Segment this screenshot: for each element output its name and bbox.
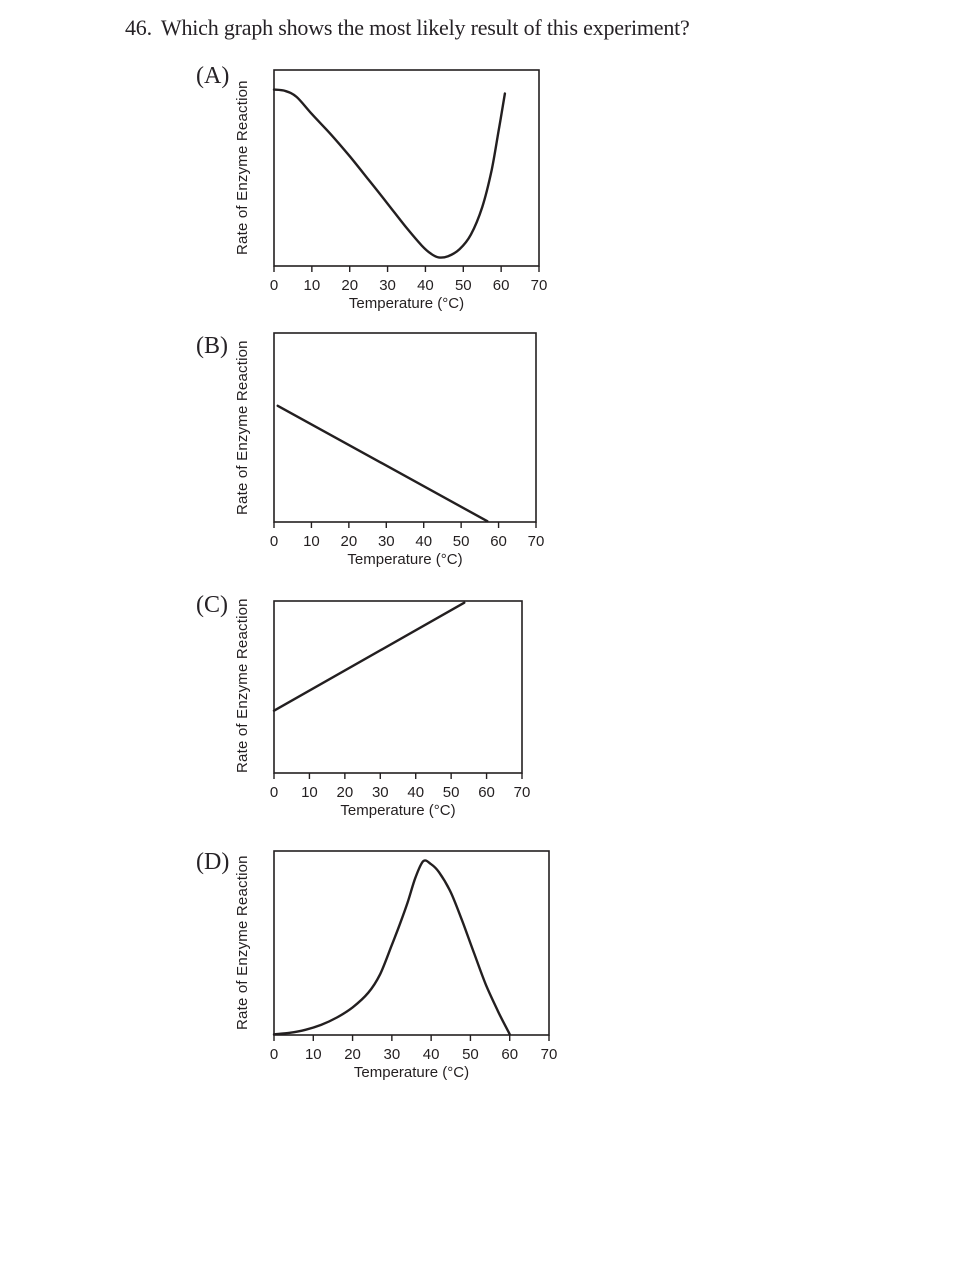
y-axis-label-b: Rate of Enzyme Reaction xyxy=(234,340,251,515)
plot-c: 0 10 20 30 40 50 60 70 Temperature (°C) xyxy=(270,600,530,819)
x-tick-label: 60 xyxy=(490,533,507,550)
x-tick-label: 40 xyxy=(407,784,424,801)
question-number: 46. xyxy=(125,15,152,40)
curve-decreasing-line xyxy=(276,404,489,523)
question-text: Which graph shows the most likely result… xyxy=(160,15,690,40)
x-tick-label: 50 xyxy=(455,277,472,294)
option-label-b: (B) xyxy=(196,333,228,359)
x-tick-label: 70 xyxy=(514,784,531,801)
x-tick-label: 20 xyxy=(344,1046,361,1063)
x-tick-label: 40 xyxy=(415,533,432,550)
x-tick-label: 10 xyxy=(304,277,321,294)
curve-bell-curve xyxy=(272,859,511,1036)
x-axis-label: Temperature (°C) xyxy=(347,551,462,568)
x-tick-label: 50 xyxy=(453,533,470,550)
x-tick-label: 40 xyxy=(423,1046,440,1063)
plot-b: 0 10 20 30 40 50 60 70 Temperature (°C) xyxy=(270,332,544,568)
y-axis-label-a: Rate of Enzyme Reaction xyxy=(234,80,251,256)
x-tick-label: 0 xyxy=(270,784,278,801)
x-tick-label: 20 xyxy=(337,784,354,801)
plot-frame xyxy=(273,332,537,523)
plot-d: 0 10 20 30 40 50 60 70 Temperature (°C) xyxy=(270,850,557,1081)
option-label-a: (A) xyxy=(196,63,230,89)
x-tick-label: 30 xyxy=(379,277,396,294)
x-tick-label: 0 xyxy=(270,277,278,294)
x-tick-label: 0 xyxy=(270,533,278,550)
x-axis-label: Temperature (°C) xyxy=(349,295,464,312)
x-tick-label: 70 xyxy=(541,1046,558,1063)
x-tick-label: 70 xyxy=(528,533,545,550)
x-tick-label: 20 xyxy=(341,533,358,550)
x-tick-label: 50 xyxy=(462,1046,479,1063)
y-axis-label-c: Rate of Enzyme Reaction xyxy=(234,598,251,773)
curve-u-curve xyxy=(272,88,507,259)
x-tick-label: 20 xyxy=(341,277,358,294)
option-label-c: (C) xyxy=(196,592,228,618)
x-tick-label: 30 xyxy=(372,784,389,801)
x-tick-label: 60 xyxy=(501,1046,518,1063)
option-label-d: (D) xyxy=(196,849,230,875)
x-tick-label: 30 xyxy=(384,1046,401,1063)
x-tick-label: 70 xyxy=(531,277,548,294)
plot-a: 0 10 20 30 40 50 60 70 Temperature (°C) xyxy=(270,69,547,312)
x-tick-label: 40 xyxy=(417,277,434,294)
x-tick-label: 30 xyxy=(378,533,395,550)
curve-increasing-line xyxy=(272,601,466,712)
x-tick-label: 10 xyxy=(303,533,320,550)
x-tick-label: 10 xyxy=(301,784,318,801)
x-axis-label: Temperature (°C) xyxy=(340,802,455,819)
plot-frame xyxy=(273,600,523,774)
question: 46. Which graph shows the most likely res… xyxy=(125,15,690,41)
plot-frame xyxy=(273,69,540,267)
y-axis-label-d: Rate of Enzyme Reaction xyxy=(234,855,251,1031)
x-tick-label: 50 xyxy=(443,784,460,801)
x-axis-label: Temperature (°C) xyxy=(354,1064,469,1081)
plot-frame xyxy=(273,850,550,1036)
x-tick-label: 60 xyxy=(493,277,510,294)
x-tick-label: 0 xyxy=(270,1046,278,1063)
x-tick-label: 10 xyxy=(305,1046,322,1063)
x-tick-label: 60 xyxy=(478,784,495,801)
